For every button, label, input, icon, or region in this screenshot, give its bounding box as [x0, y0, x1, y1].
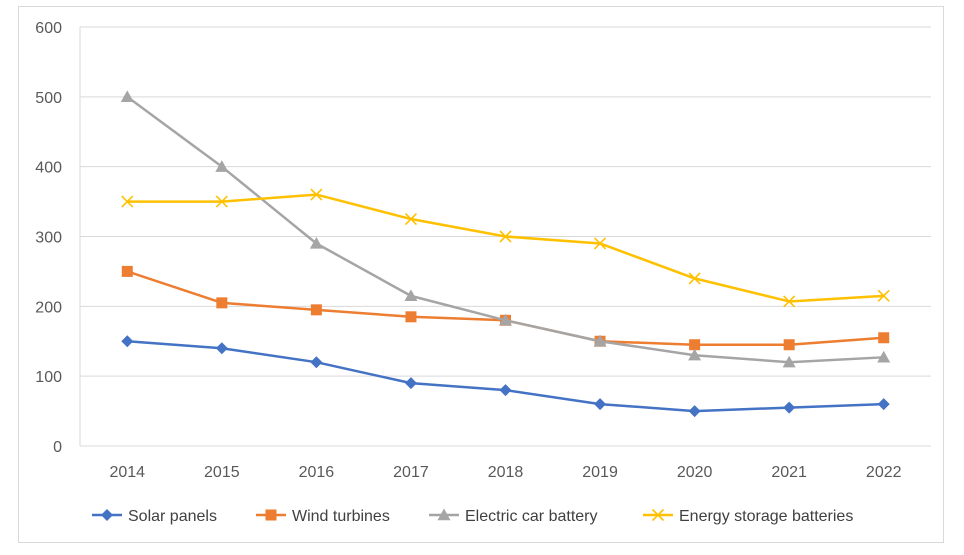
data-point: [309, 236, 323, 249]
legend-label: Electric car battery: [465, 508, 597, 525]
x-tick-label: 2019: [582, 464, 618, 481]
data-point: [688, 405, 701, 418]
legend-marker: [651, 508, 665, 522]
data-point: [120, 90, 134, 103]
y-axis: 0 100 200 300 400 500 600: [35, 20, 81, 456]
legend-item: Wind turbines: [256, 508, 390, 525]
y-tick-label: 300: [35, 230, 62, 247]
data-point: [499, 384, 512, 397]
legend-marker: [437, 508, 451, 521]
y-tick-label: 500: [35, 90, 62, 107]
data-point: [688, 348, 702, 361]
data-point: [310, 188, 323, 201]
data-point: [783, 295, 796, 308]
x-tick-label: 2020: [677, 464, 713, 481]
data-point: [310, 304, 322, 316]
legend-label: Energy storage batteries: [679, 508, 853, 525]
data-point: [689, 339, 701, 351]
data-point: [782, 355, 796, 368]
series-electric-car-battery: [120, 90, 891, 368]
data-point: [310, 356, 323, 369]
series-energy-storage-batteries: [121, 188, 890, 308]
series-solar-panels: [121, 335, 890, 418]
legend-item: Electric car battery: [429, 508, 597, 525]
legend-item: Energy storage batteries: [643, 508, 853, 525]
x-tick-label: 2014: [109, 464, 145, 481]
data-point: [593, 334, 607, 347]
legend-marker: [265, 509, 277, 521]
data-point: [216, 297, 228, 309]
data-point: [215, 342, 228, 355]
y-tick-label: 0: [53, 439, 62, 456]
data-point: [783, 339, 795, 351]
legend: Solar panels Wind turbines Electric car ba…: [92, 508, 853, 525]
data-point: [215, 160, 229, 172]
data-point: [121, 335, 134, 348]
series-wind-turbines: [121, 265, 890, 351]
x-tick-label: 2016: [299, 464, 335, 481]
data-point: [783, 401, 796, 414]
data-point: [877, 398, 890, 411]
data-point: [593, 237, 607, 250]
y-tick-label: 200: [35, 299, 62, 316]
series-line: [127, 193, 884, 303]
data-point: [499, 230, 512, 243]
data-point: [121, 195, 134, 208]
data-point: [405, 311, 417, 323]
data-point: [499, 313, 512, 326]
data-point: [404, 212, 418, 226]
data-point: [594, 398, 607, 411]
data-point: [877, 289, 890, 302]
x-tick-label: 2017: [393, 464, 429, 481]
data-point: [404, 289, 418, 302]
data-point: [877, 350, 891, 363]
data-point: [215, 195, 228, 208]
data-point: [404, 377, 417, 390]
chart-frame: [18, 6, 944, 543]
legend-label: Wind turbines: [292, 508, 390, 525]
data-point: [878, 332, 890, 344]
series-line: [126, 270, 884, 346]
x-tick-label: 2018: [488, 464, 524, 481]
legend-label: Solar panels: [128, 508, 217, 525]
data-point: [121, 265, 133, 277]
legend-item: Solar panels: [92, 508, 217, 525]
legend-marker: [101, 509, 113, 521]
x-tick-label: 2015: [204, 464, 240, 481]
series-group: [120, 90, 891, 418]
data-point: [688, 272, 701, 285]
x-axis: 2014 2015 2016 2017 2018 2019 2020 2021 2022: [80, 445, 931, 481]
x-tick-label: 2021: [771, 464, 807, 481]
y-tick-label: 100: [35, 369, 62, 386]
y-tick-label: 400: [35, 160, 62, 177]
x-tick-label: 2022: [866, 464, 902, 481]
y-tick-label: 600: [35, 20, 62, 37]
